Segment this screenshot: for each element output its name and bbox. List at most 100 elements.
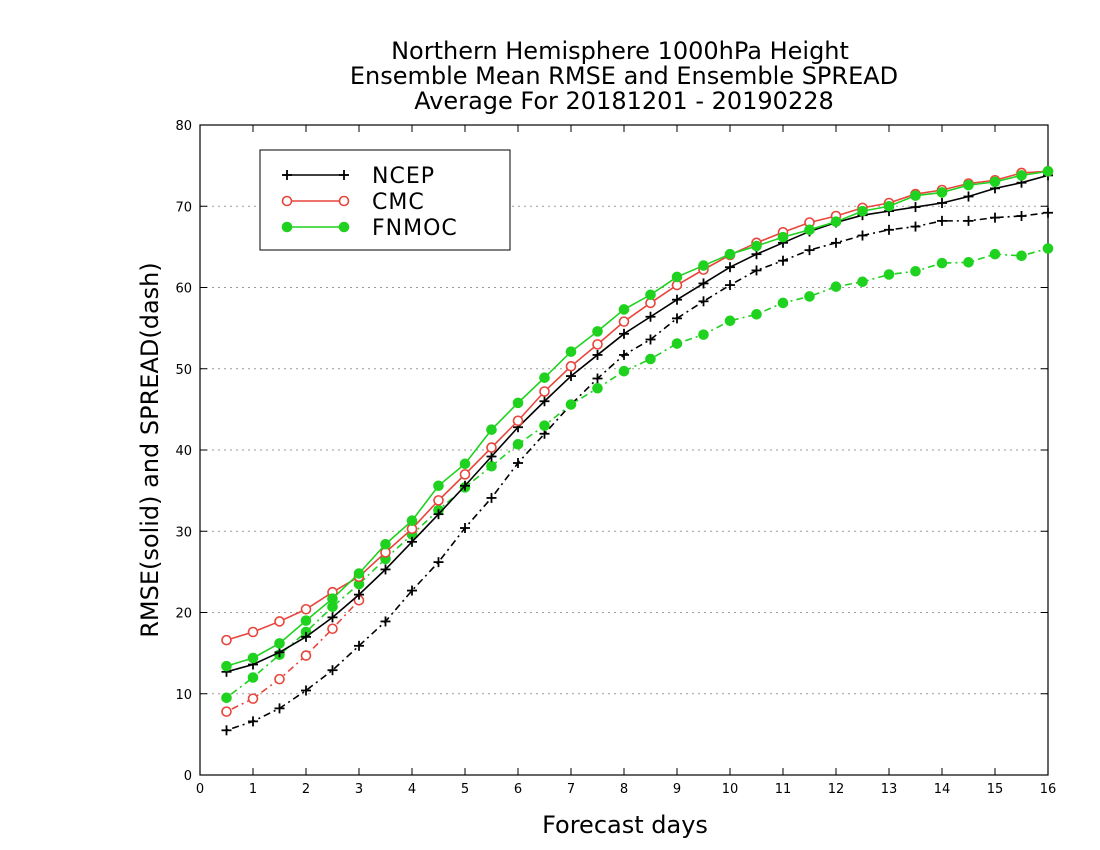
ncep-spread-point — [274, 703, 285, 714]
fnmoc-rmse-point — [777, 231, 789, 243]
fnmoc-rmse-point — [645, 289, 656, 301]
ncep-rmse-point — [354, 589, 364, 600]
legend-marker — [281, 221, 293, 233]
cmc-rmse-point — [221, 634, 232, 646]
ncep-spread-point — [725, 280, 735, 291]
ncep-spread-point — [433, 557, 444, 568]
legend-marker — [338, 195, 350, 207]
x-tick-label: 11 — [775, 782, 792, 797]
x-tick-label: 12 — [828, 782, 845, 797]
fnmoc-rmse-point — [459, 458, 471, 470]
fnmoc-rmse-point — [406, 515, 418, 526]
fnmoc-spread-point — [512, 439, 524, 450]
fnmoc-spread-point — [247, 672, 259, 683]
fnmoc-spread-point — [963, 257, 974, 268]
cmc-spread-point — [247, 693, 259, 704]
cmc-rmse-point — [512, 415, 524, 427]
series-cmc-spread — [221, 595, 365, 717]
ncep-spread-point — [1016, 211, 1027, 221]
ncep-rmse-point — [672, 294, 682, 305]
x-tick-label: 13 — [881, 782, 898, 797]
ncep-rmse-point — [725, 262, 735, 273]
fnmoc-spread-point — [857, 276, 868, 288]
fnmoc-spread-point — [830, 281, 842, 292]
ncep-spread-point — [645, 334, 656, 345]
ncep-rmse-point — [407, 536, 417, 547]
fnmoc-rmse-point — [963, 179, 974, 191]
ncep-rmse-point — [937, 198, 947, 208]
legend-marker — [281, 195, 293, 207]
fnmoc-rmse-point — [247, 652, 259, 664]
fnmoc-spread-point — [883, 269, 895, 280]
cmc-rmse-point — [539, 386, 550, 397]
ncep-spread-point — [857, 230, 868, 241]
fnmoc-spread-point — [221, 692, 232, 704]
fnmoc-spread-point — [989, 248, 1001, 260]
x-tick-label: 3 — [355, 782, 363, 797]
ncep-rmse-point — [380, 564, 391, 575]
fnmoc-spread-point — [936, 257, 948, 269]
cmc-rmse-point — [486, 442, 497, 453]
title-line-2: Ensemble Mean RMSE and Ensemble SPREAD — [350, 62, 898, 90]
ncep-rmse-point — [460, 480, 470, 491]
cmc-spread-point — [300, 650, 312, 661]
y-tick-label: 60 — [175, 282, 192, 297]
ncep-spread-point — [990, 212, 1000, 223]
legend-marker — [338, 221, 350, 233]
ncep-rmse-point — [619, 328, 629, 339]
ncep-rmse-point — [698, 278, 709, 289]
x-tick-label: 16 — [1040, 782, 1057, 797]
ncep-spread-point — [910, 221, 921, 232]
legend-marker — [339, 170, 349, 180]
fnmoc-rmse-point — [804, 224, 815, 236]
fnmoc-rmse-point — [830, 216, 842, 227]
fnmoc-rmse-point — [751, 240, 762, 252]
fnmoc-rmse-point — [221, 660, 232, 672]
fnmoc-rmse-point — [565, 346, 577, 357]
cmc-rmse-point — [618, 316, 630, 327]
fnmoc-rmse-point — [989, 176, 1001, 188]
title-line-3: Average For 20181201 - 20190228 — [414, 87, 834, 115]
legend-entry-ncep: NCEP — [282, 164, 435, 189]
fnmoc-rmse-point — [380, 538, 391, 550]
ncep-spread-point — [407, 585, 417, 596]
ncep-spread-point — [327, 665, 338, 676]
series-ncep-rmse — [221, 170, 1053, 677]
ncep-rmse-point — [327, 612, 338, 623]
fnmoc-rmse-point — [433, 480, 444, 492]
fnmoc-rmse-point — [1016, 170, 1027, 181]
legend-label: CMC — [372, 190, 425, 215]
fnmoc-rmse-point — [857, 205, 868, 217]
ncep-spread-line — [226, 211, 1049, 732]
cmc-spread-point — [327, 623, 338, 635]
fnmoc-spread-point — [671, 338, 683, 349]
cmc-rmse-point — [565, 361, 577, 372]
fnmoc-rmse-point — [1042, 166, 1054, 177]
fnmoc-spread-point — [1042, 243, 1054, 254]
fnmoc-spread-point — [565, 399, 577, 410]
y-tick-label: 40 — [175, 444, 192, 459]
x-tick-label: 1 — [249, 782, 257, 797]
fnmoc-spread-point — [698, 329, 709, 340]
x-tick-label: 8 — [620, 782, 628, 797]
ncep-spread-point — [301, 685, 311, 696]
fnmoc-rmse-point — [724, 248, 736, 260]
legend-label: FNMOC — [372, 216, 458, 241]
fnmoc-spread-line — [226, 247, 1049, 699]
cmc-rmse-point — [459, 469, 471, 480]
y-tick-label: 80 — [175, 119, 192, 134]
legend-label: NCEP — [372, 164, 435, 189]
x-tick-label: 15 — [987, 782, 1004, 797]
x-tick-label: 5 — [461, 782, 469, 797]
fnmoc-rmse-point — [592, 326, 603, 337]
x-tick-label: 2 — [302, 782, 310, 797]
ncep-spread-point — [460, 523, 470, 533]
ncep-rmse-point — [645, 311, 656, 322]
series-ncep-spread — [221, 207, 1053, 736]
ncep-spread-point — [804, 245, 815, 256]
cmc-spread-point — [221, 706, 232, 717]
ncep-spread-point — [751, 265, 762, 276]
fnmoc-spread-point — [645, 353, 656, 365]
